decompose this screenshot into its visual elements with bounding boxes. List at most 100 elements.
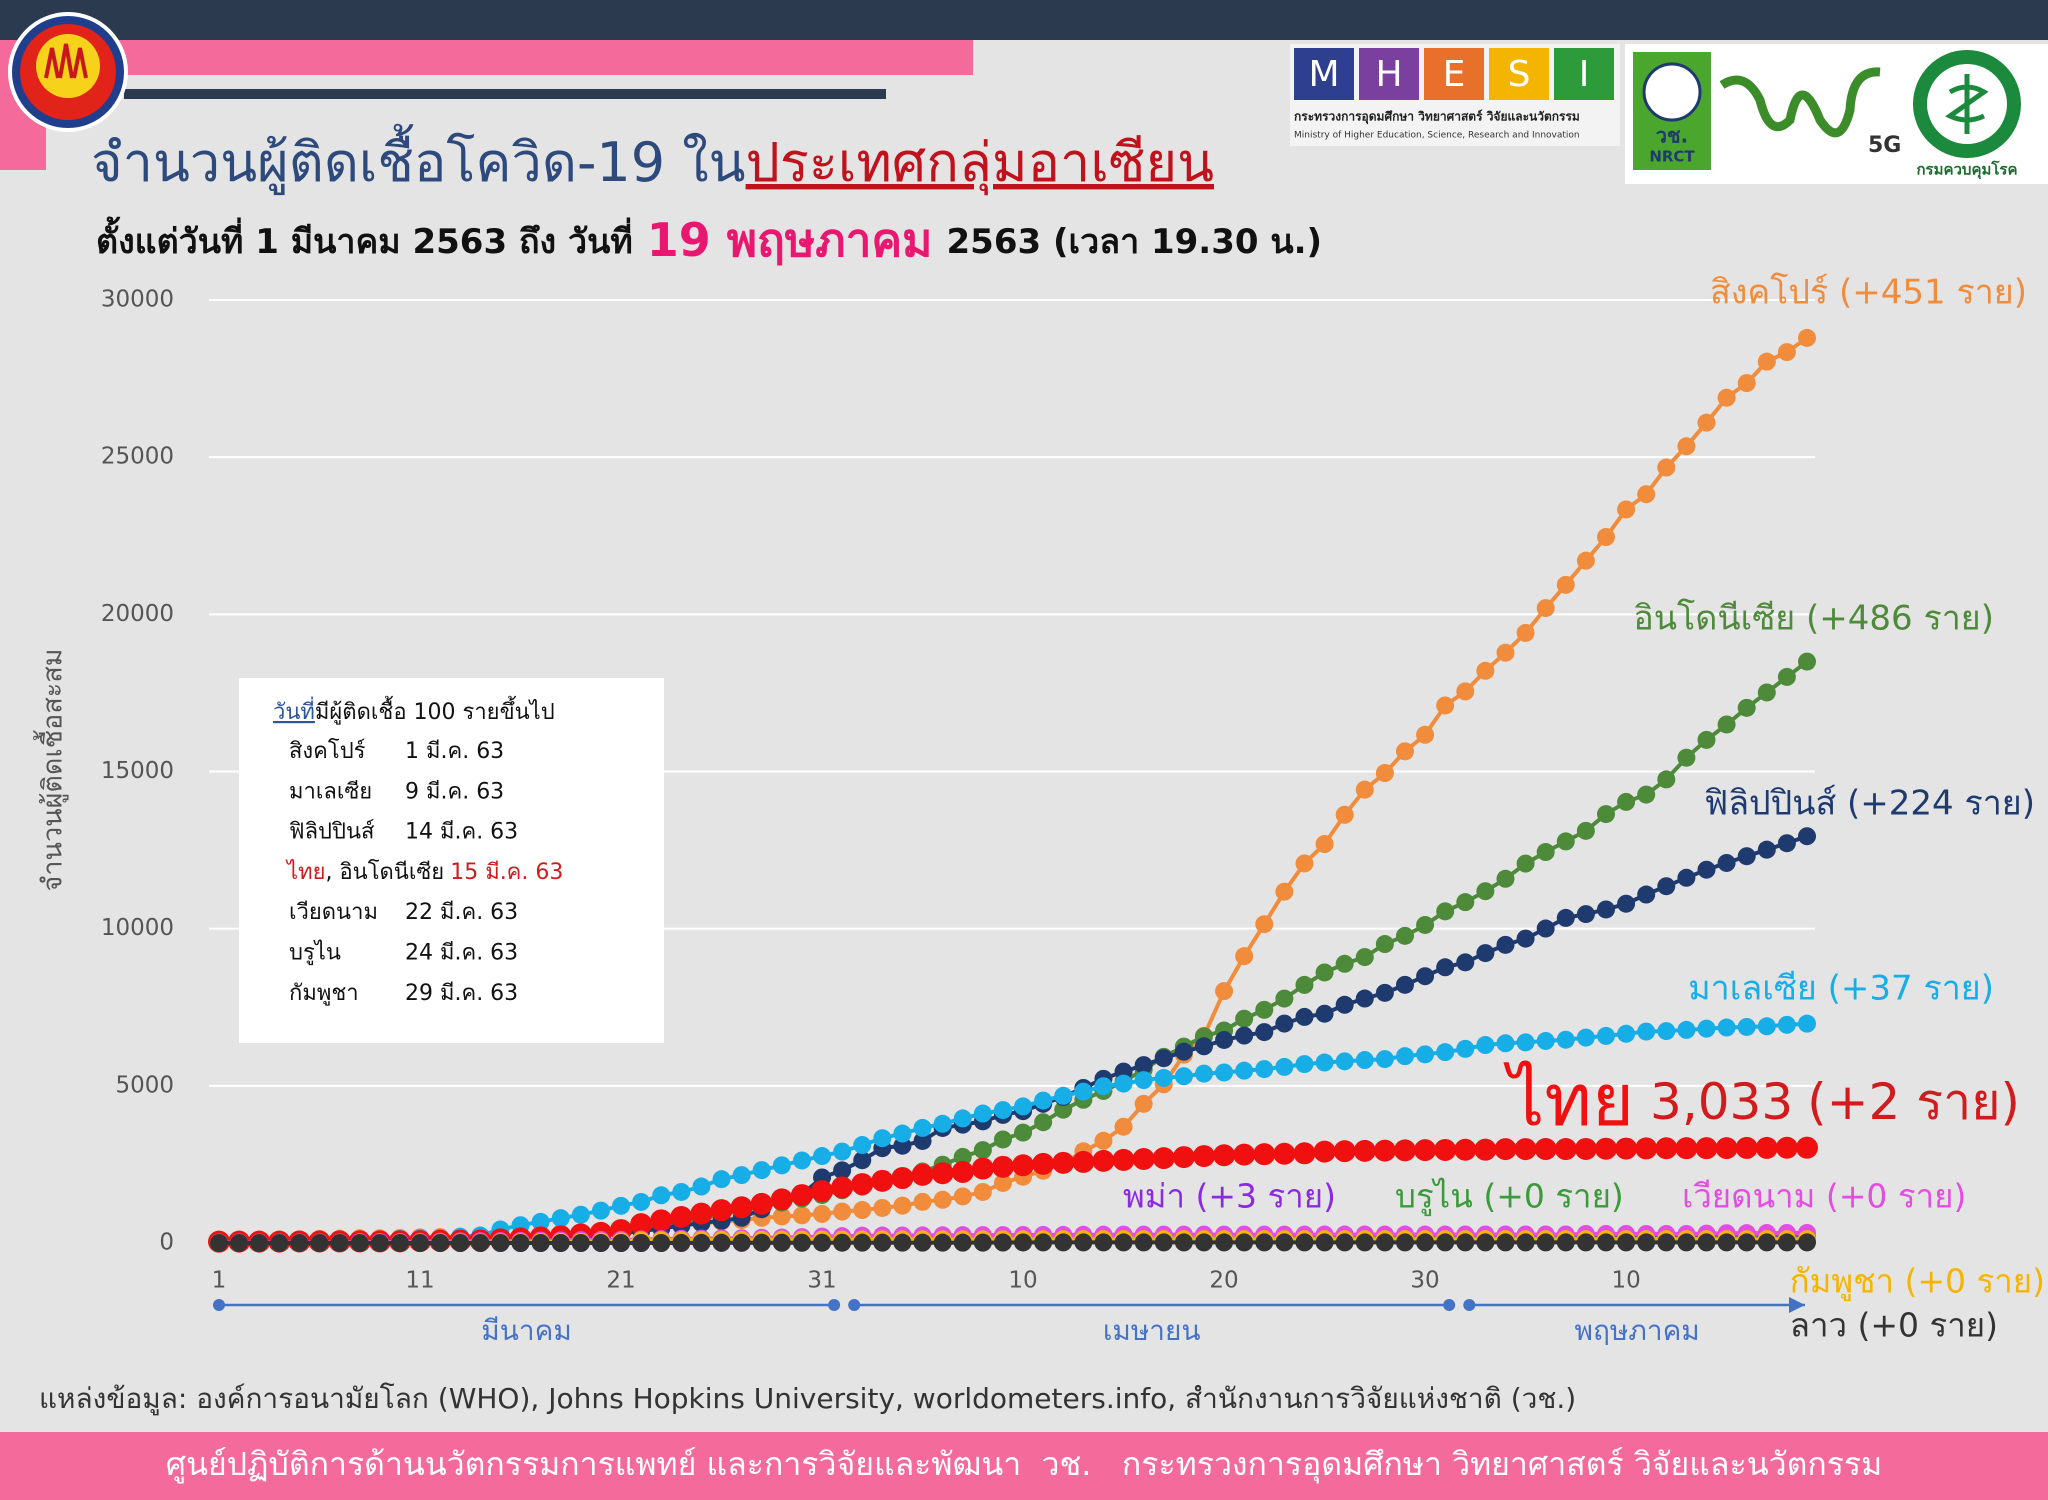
subtitle-start: ตั้งแต่วันที่ 1 มีนาคม 2563 ถึง วันที่ xyxy=(96,216,633,262)
data-point xyxy=(891,1167,914,1190)
data-point xyxy=(1174,1042,1193,1061)
data-point xyxy=(1134,1233,1153,1252)
asean-logo xyxy=(8,12,128,132)
data-point xyxy=(1617,894,1636,913)
data-point xyxy=(913,1233,932,1252)
data-point xyxy=(1796,1136,1818,1159)
data-point xyxy=(1335,954,1354,973)
data-point xyxy=(1536,1031,1555,1050)
data-point xyxy=(1476,1233,1495,1252)
series-label: เวียดนาม (+0 ราย) xyxy=(1682,1177,1966,1216)
data-point xyxy=(1072,1150,1095,1173)
data-point xyxy=(1697,413,1716,432)
data-point xyxy=(1014,1123,1033,1142)
data-point xyxy=(1235,947,1254,966)
data-point xyxy=(1295,1007,1314,1026)
data-point xyxy=(1677,1020,1696,1039)
mhesi-letter: I xyxy=(1579,54,1590,95)
inset-row: ไทย, อินโดนีเซีย 15 มี.ค. 63 xyxy=(285,859,563,885)
series-label-name: ไทย xyxy=(1503,1058,1634,1142)
data-point xyxy=(1233,1143,1256,1166)
month-arrow-dot xyxy=(213,1299,225,1311)
data-point xyxy=(1757,352,1776,371)
data-point xyxy=(792,1206,811,1225)
data-point xyxy=(1635,1137,1658,1160)
data-point xyxy=(612,1196,631,1215)
data-point xyxy=(1737,1017,1756,1036)
data-point xyxy=(652,1186,671,1205)
data-point xyxy=(1556,1233,1575,1252)
data-point xyxy=(591,1201,610,1220)
data-point xyxy=(571,1234,590,1252)
anniversary-mark xyxy=(1719,67,1881,138)
data-point xyxy=(1154,1068,1173,1087)
data-point xyxy=(993,1130,1012,1149)
data-point xyxy=(1777,343,1796,362)
data-point xyxy=(1596,805,1615,824)
data-point xyxy=(1596,900,1615,919)
inset-country: กัมพูชา xyxy=(289,981,359,1006)
data-point xyxy=(1074,1233,1093,1252)
data-point xyxy=(571,1205,590,1224)
month-arrow-dot xyxy=(828,1299,841,1311)
data-point xyxy=(1757,1017,1776,1036)
data-point xyxy=(1777,1233,1796,1252)
data-point xyxy=(1637,785,1656,804)
data-point xyxy=(1456,682,1475,701)
data-point xyxy=(1353,1139,1376,1162)
data-point xyxy=(1516,623,1535,642)
ministry-en: Ministry of Higher Education, Science, R… xyxy=(1294,131,1580,141)
inset-country: มาเลเซีย xyxy=(289,779,372,804)
data-point xyxy=(1395,742,1414,761)
data-point xyxy=(1456,953,1475,972)
data-point xyxy=(531,1234,550,1252)
data-point xyxy=(1253,1143,1276,1166)
inset-date: 14 มี.ค. 63 xyxy=(405,820,518,845)
data-point xyxy=(1594,1137,1617,1160)
data-point xyxy=(1617,500,1636,519)
data-point xyxy=(1798,652,1816,671)
data-point xyxy=(692,1177,711,1196)
data-point xyxy=(1134,1094,1153,1113)
subtitle-date: 19 พฤษภาคม xyxy=(647,213,933,267)
data-point xyxy=(1134,1071,1153,1090)
data-point xyxy=(1697,1233,1716,1252)
data-point xyxy=(933,1190,952,1209)
data-point xyxy=(1456,1233,1475,1252)
data-point xyxy=(1132,1148,1155,1171)
data-point xyxy=(390,1234,409,1252)
month-label: มีนาคม xyxy=(481,1314,572,1347)
inset-box xyxy=(239,678,664,1043)
data-point xyxy=(1637,1022,1656,1041)
data-point xyxy=(1152,1147,1175,1170)
data-point xyxy=(1154,1233,1173,1252)
data-point xyxy=(1556,832,1575,851)
data-point xyxy=(1032,1152,1055,1175)
data-point xyxy=(250,1234,269,1252)
data-point xyxy=(1235,1233,1254,1252)
nrct-th: วช. xyxy=(1656,124,1688,148)
data-point xyxy=(1777,834,1796,853)
data-point xyxy=(931,1162,954,1185)
data-point xyxy=(1675,1137,1698,1160)
series-label: บรูไน (+0 ราย) xyxy=(1395,1177,1624,1217)
inset-country: ไทย xyxy=(285,859,325,885)
inset-date: 9 มี.ค. 63 xyxy=(405,779,504,804)
series-label-change: (+2 ราย) xyxy=(1807,1073,2020,1131)
data-point xyxy=(1295,1055,1314,1074)
data-point xyxy=(792,1151,811,1170)
data-point xyxy=(1313,1140,1336,1163)
data-point xyxy=(1054,1086,1073,1105)
data-point xyxy=(833,1233,852,1252)
data-point xyxy=(1054,1100,1073,1119)
data-point xyxy=(1054,1233,1073,1252)
inset-country-rest: , อินโดนีเซีย xyxy=(325,859,444,885)
data-point xyxy=(811,1180,834,1203)
inset-date: 15 มี.ค. 63 xyxy=(450,860,563,885)
data-point xyxy=(1315,1053,1334,1072)
source: แหล่งข้อมูล: องค์การอนามัยโลก (WHO), Joh… xyxy=(39,1382,1576,1416)
pink-band xyxy=(0,40,973,75)
data-point xyxy=(953,1187,972,1206)
data-point xyxy=(893,1233,912,1252)
